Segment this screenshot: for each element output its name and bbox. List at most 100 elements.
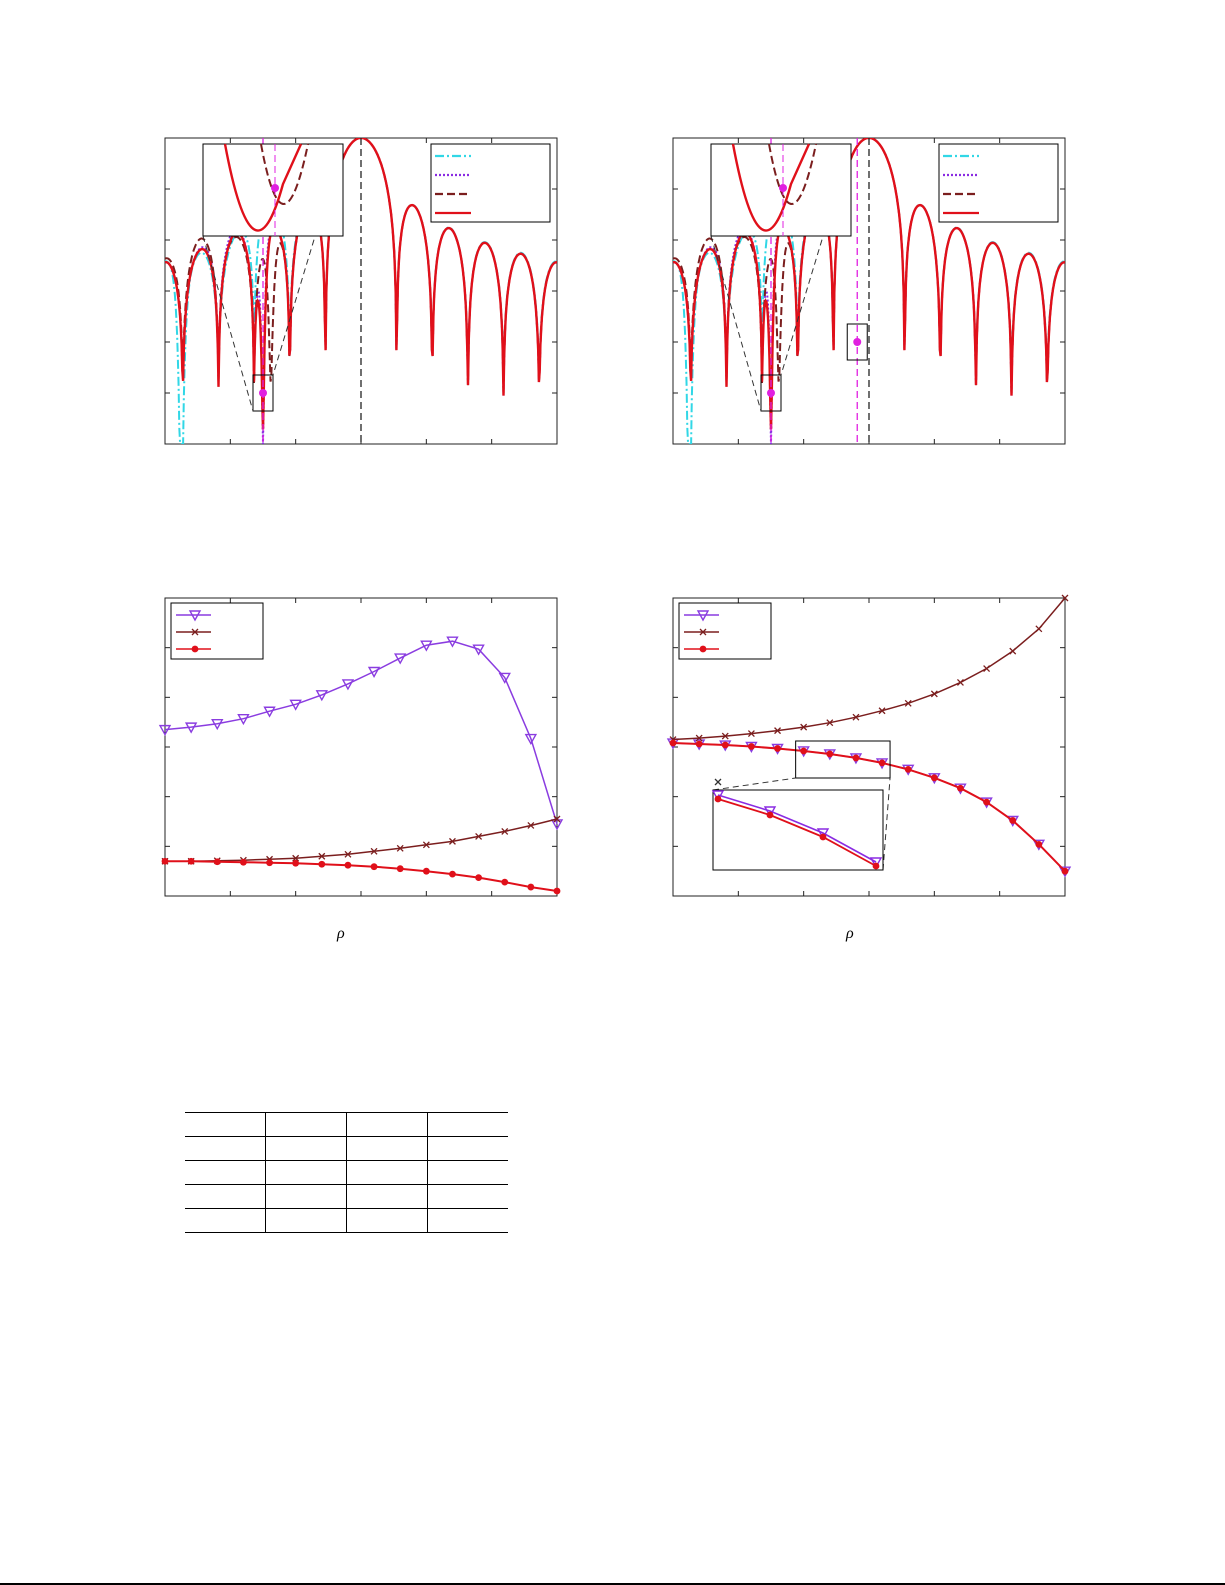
zoom-box-0 [760,374,782,412]
data-marker [721,732,729,740]
data-marker [396,844,404,852]
inset-panel-0 [202,143,344,237]
data-marker [904,699,912,707]
data-marker [158,724,172,737]
legend-box [938,143,1059,223]
inset-line-purple [717,794,877,863]
data-marker [422,867,430,875]
data-marker [878,707,886,715]
data-marker [240,858,247,866]
series-dot [161,857,561,895]
zoom-box [795,740,891,779]
inset-curve-brown [260,143,309,205]
table-cell [185,1184,266,1209]
table-cell [185,1112,266,1137]
inset-curve-red [223,143,303,232]
data-marker [748,743,755,750]
data-marker [763,806,777,818]
data-marker [983,798,990,806]
data-marker [826,750,834,758]
data-marker [699,628,707,636]
table-cell [427,1112,508,1137]
data-marker [501,827,509,835]
data-marker [315,690,328,702]
data-marker [774,745,781,752]
data-marker [448,837,456,845]
legend-1 [938,143,1059,223]
table-cell [185,1160,266,1185]
data-marker [396,865,404,873]
data-marker [852,754,860,762]
table-cell [185,1208,266,1233]
table-row [185,1208,508,1233]
data-marker [957,784,964,792]
legend-box [678,602,772,660]
table-cell [346,1184,428,1209]
data-marker [826,719,834,727]
data-marker [527,822,535,829]
data-marker [800,747,808,755]
data-marker [266,859,273,867]
table-cell [346,1112,428,1137]
data-marker [498,672,511,684]
data-marker [263,706,276,718]
data-marker [721,741,729,749]
table-cell [265,1208,347,1233]
data-marker [524,733,538,745]
data-marker [553,887,561,895]
data-marker [420,640,433,652]
data-marker [956,678,964,686]
series-line-cross [165,818,558,862]
data-marker [930,690,938,698]
table-row [185,1160,508,1185]
data-marker [213,858,221,866]
inset-connector-a [712,777,796,791]
data-marker [341,679,355,691]
data-marker [527,883,535,891]
table-cell [346,1136,428,1161]
data-marker [774,727,782,735]
inset-line-red [717,798,877,867]
table-row [185,1136,508,1161]
table-cell [346,1160,428,1185]
data-marker [1061,594,1069,602]
data-marker [904,765,912,773]
data-marker [819,833,827,841]
inset-connector-a [202,235,254,412]
beampattern-chart-1 [672,137,1066,445]
data-marker [446,636,459,648]
inset-point [271,184,279,192]
data-marker [878,759,886,767]
data-marker [184,722,198,734]
zoom-box-0 [252,374,274,412]
inset-point [779,184,787,192]
data-marker [161,857,169,865]
series-line-method-d [673,138,1065,430]
data-marker [292,859,300,867]
data-marker [394,653,407,665]
table-cell [185,1136,266,1161]
data-marker [669,739,677,747]
data-marker [472,644,485,656]
data-marker [816,828,830,840]
data-marker [766,811,774,819]
data-marker [930,774,938,782]
data-marker [344,861,352,869]
table-cell [265,1136,347,1161]
legend-box [170,602,264,660]
data-marker [211,718,224,731]
data-marker [187,857,195,865]
data-marker [449,870,456,878]
legend-box [430,143,551,223]
inset-connector-a [710,235,762,412]
series-cross [669,594,1069,744]
beampattern-chart-0 [164,137,558,445]
data-marker [1035,840,1043,848]
data-marker [869,857,883,869]
table-cell [265,1160,347,1185]
page-bottom-rule [0,1583,1225,1585]
data-marker [695,740,703,748]
ratio-chart-3 [666,594,1072,897]
series-line-dot [672,742,1066,872]
